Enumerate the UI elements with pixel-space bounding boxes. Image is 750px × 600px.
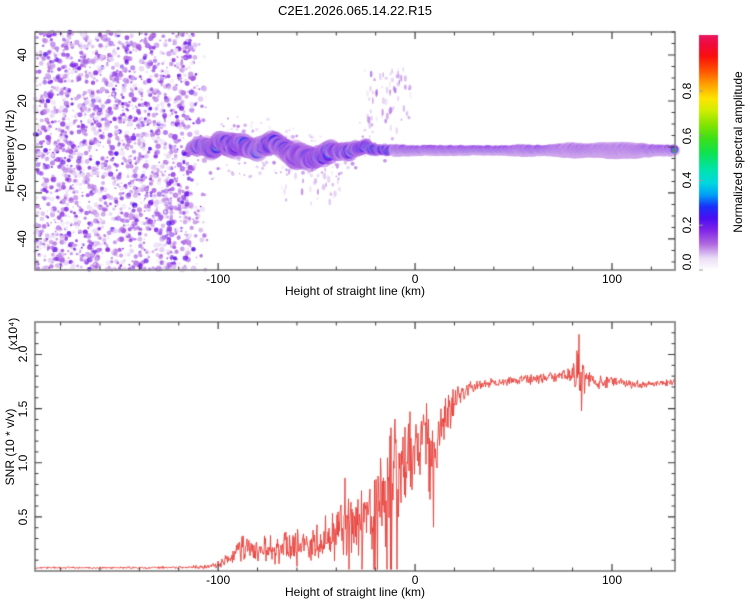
bottom-y-axis-title: SNR (10 * v/v)	[3, 408, 17, 486]
top-x-tick-label: 100	[601, 272, 622, 286]
colorbar-tick-label: 0.4	[680, 172, 694, 189]
top-x-axis-title: Height of straight line (km)	[284, 284, 426, 298]
top-y-tick-label: 40	[15, 48, 29, 62]
colorbar-tick-label: 0.0	[680, 253, 694, 271]
top-y-tick-label: 20	[15, 94, 29, 108]
colorbar-tick-label: 0.6	[680, 127, 694, 145]
top-y-tick-label: -40	[15, 230, 29, 248]
bottom-y-tick-label: 0.5	[16, 508, 30, 526]
top-y-tick-label: 0	[15, 143, 29, 151]
top-x-tick-label: -100	[206, 272, 231, 286]
colorbar-tick-label: 0.8	[680, 82, 694, 100]
bottom-x-tick-label: -100	[206, 573, 231, 587]
bottom-x-tick-label: 100	[601, 573, 622, 587]
figure-title: C2E1.2026.065.14.22.R15	[278, 3, 432, 18]
bottom-x-axis-title: Height of straight line (km)	[284, 585, 426, 599]
bottom-x-tick-label: 0	[411, 573, 419, 587]
top-x-tick-label: 0	[411, 272, 419, 286]
top-y-axis-title: Frequency (Hz)	[3, 109, 17, 193]
bottom-y-tick-label: 1.0	[16, 454, 30, 472]
colorbar-tick-label: 0.2	[680, 216, 694, 234]
colorbar-title: Normalized spectral amplitude	[731, 71, 745, 233]
bottom-y-tick-label: 2.0	[16, 346, 30, 363]
top-y-tick-label: -20	[15, 184, 29, 202]
bottom-y-tick-label: 1.5	[16, 400, 30, 417]
